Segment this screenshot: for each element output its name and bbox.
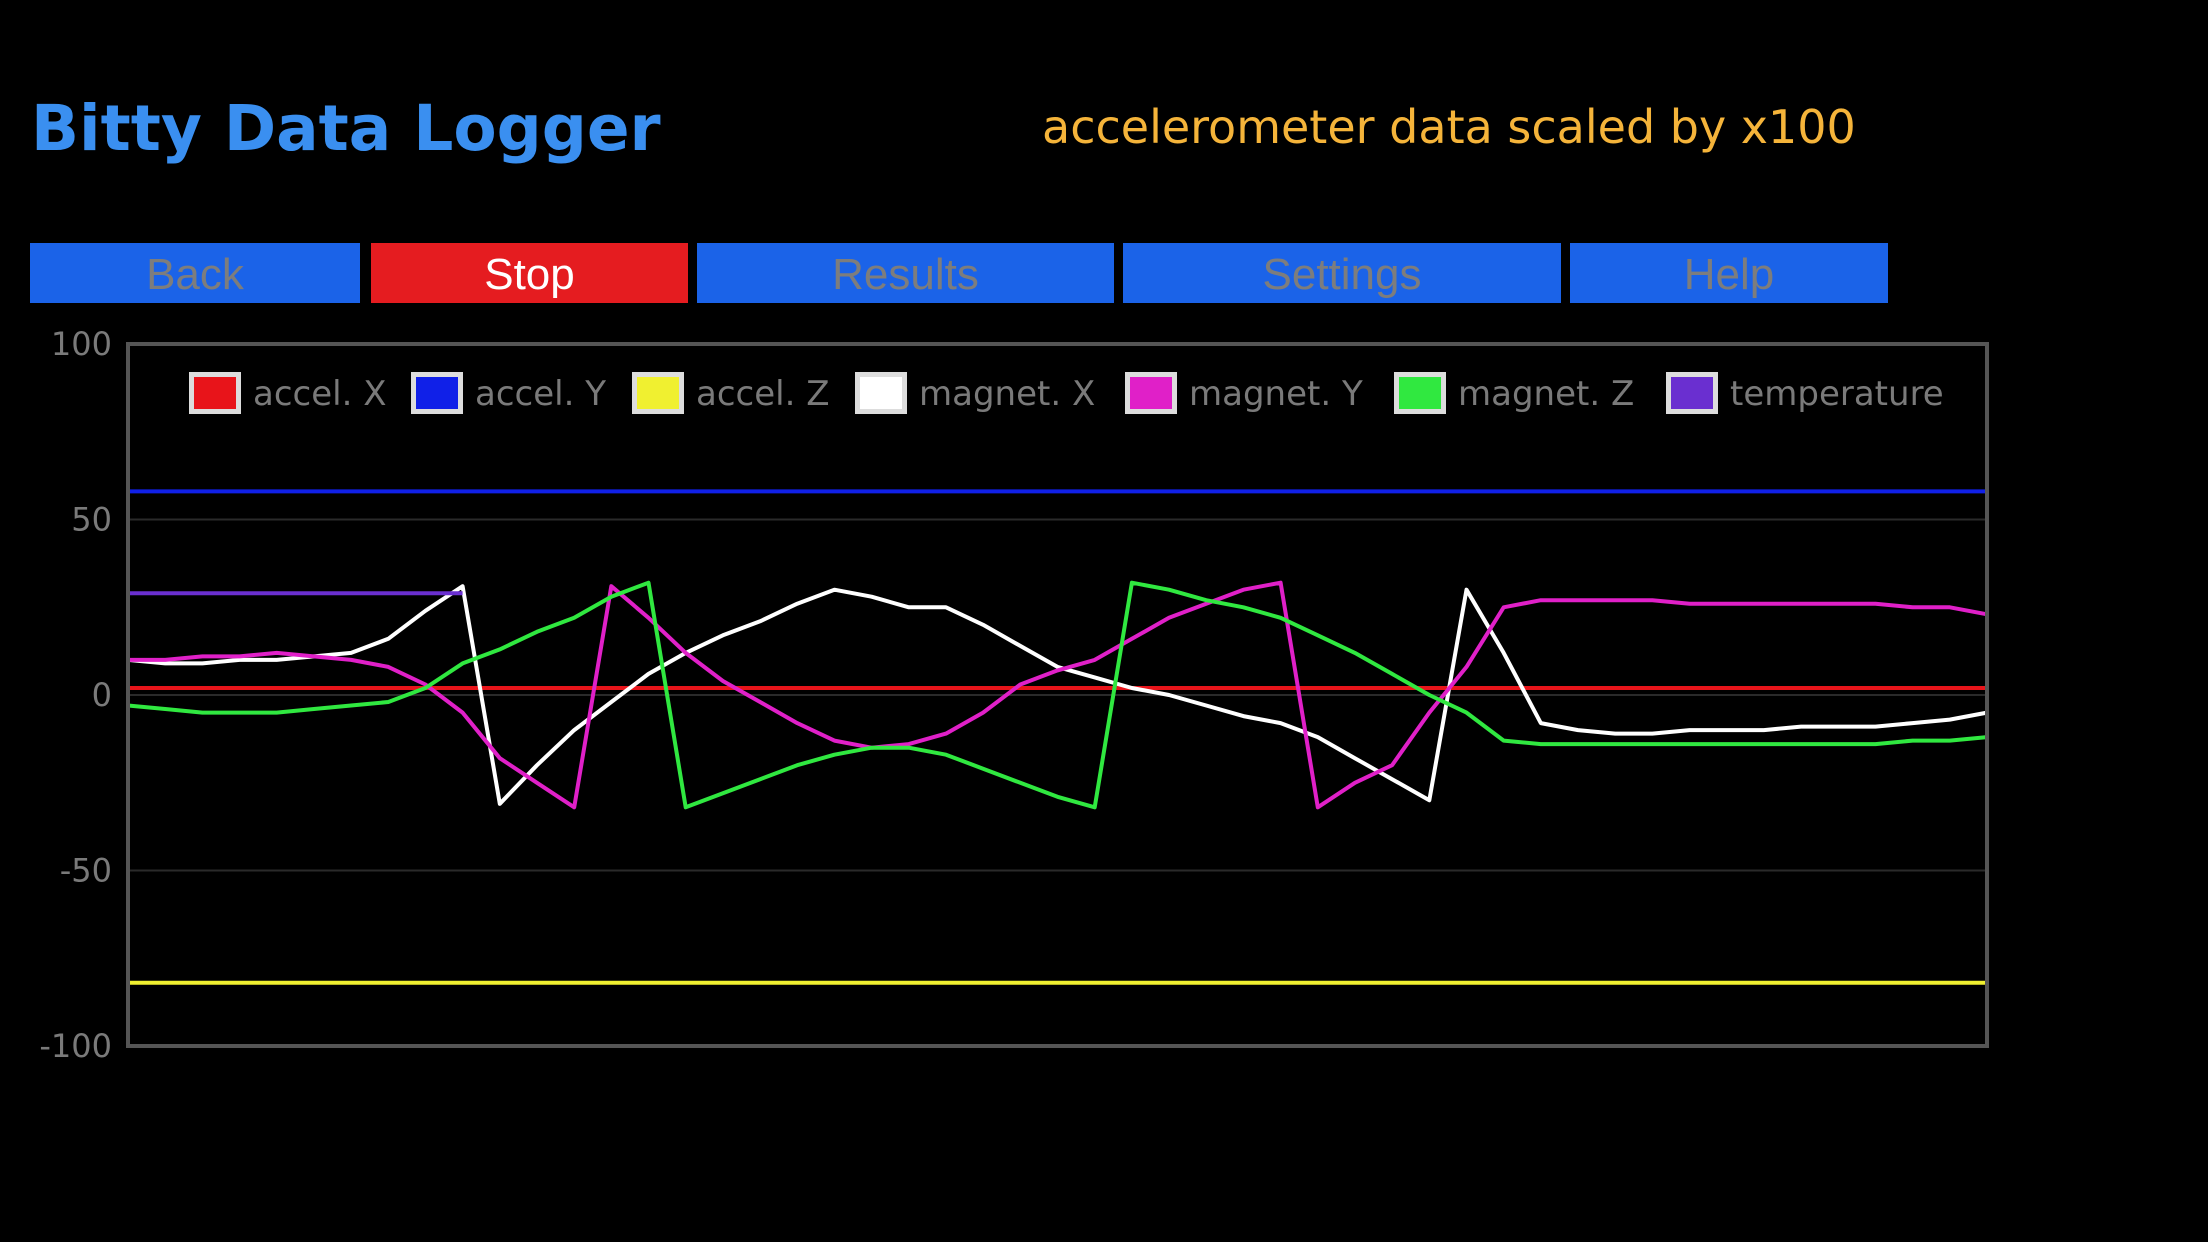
- back-button[interactable]: Back: [30, 243, 360, 303]
- legend-swatch: [860, 377, 902, 409]
- settings-button[interactable]: Settings: [1123, 243, 1561, 303]
- y-tick-label: 50: [71, 501, 112, 539]
- series-line-5: [127, 580, 1988, 810]
- y-tick-label: 0: [92, 676, 112, 714]
- legend-label: magnet. Z: [1458, 374, 1634, 414]
- legend-swatch: [194, 377, 236, 409]
- y-tick-label: -100: [39, 1027, 112, 1065]
- y-tick-label: 100: [51, 325, 112, 363]
- legend-label: accel. Z: [696, 374, 830, 414]
- results-button[interactable]: Results: [697, 243, 1114, 303]
- legend-swatch: [1399, 377, 1441, 409]
- legend-label: magnet. Y: [1189, 374, 1363, 414]
- legend-swatch: [416, 377, 458, 409]
- legend-label: magnet. X: [919, 374, 1095, 414]
- scale-note: accelerometer data scaled by x100: [1042, 100, 1856, 154]
- plot-frame: [126, 342, 1989, 1048]
- legend-label: accel. Y: [475, 374, 606, 414]
- legend-label: accel. X: [253, 374, 387, 414]
- help-button[interactable]: Help: [1570, 243, 1888, 303]
- app-title: Bitty Data Logger: [31, 92, 661, 165]
- stop-button[interactable]: Stop: [371, 243, 688, 303]
- series-line-3: [127, 584, 1988, 806]
- legend-swatch: [637, 377, 679, 409]
- legend-swatch: [1130, 377, 1172, 409]
- y-tick-label: -50: [60, 852, 112, 890]
- legend-swatch: [1671, 377, 1713, 409]
- series-line-4: [128, 580, 1988, 810]
- sensor-line-chart: 100 50 0 -50 -100 accel. X accel. Y accel. Z mag…: [39, 325, 1989, 1065]
- legend-label: temperature: [1730, 374, 1944, 414]
